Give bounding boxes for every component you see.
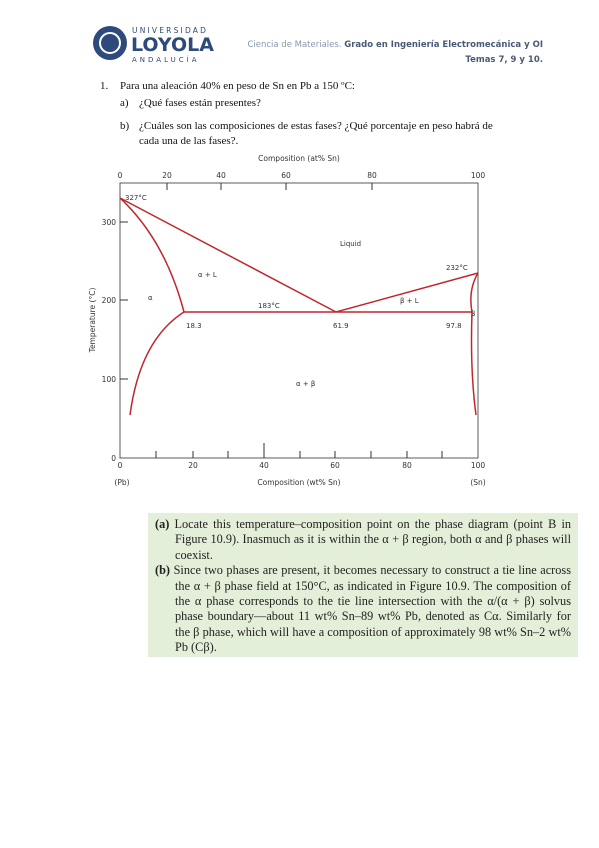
item-text: cada una de las fases?. xyxy=(139,135,239,147)
label: 18.3 xyxy=(186,322,202,330)
logo-emblem-ring xyxy=(99,32,121,54)
label: α + β xyxy=(296,380,315,388)
bottom-tick-label: 60 xyxy=(330,461,340,470)
solution-box: (a) Locate this temperature–composition … xyxy=(148,513,578,657)
top-tick-label: 60 xyxy=(281,171,291,180)
bottom-tick-label: 0 xyxy=(118,461,123,470)
solvus-beta xyxy=(470,272,479,416)
label: 232°C xyxy=(446,264,468,272)
logo-bottom: ANDALUCÍA xyxy=(132,55,200,64)
label: β + L xyxy=(400,297,419,305)
label: β xyxy=(471,310,475,318)
plot-frame xyxy=(119,182,479,459)
bottom-tick-label: 100 xyxy=(471,461,486,470)
bottom-tick-label: 40 xyxy=(259,461,269,470)
course: Ciencia de Materiales. xyxy=(247,40,342,50)
item-text: ¿Qué fases están presentes? xyxy=(139,97,261,109)
bottom-tick-label: 80 xyxy=(402,461,412,470)
y-tick-label: 200 xyxy=(102,296,117,305)
logo-emblem xyxy=(93,26,127,60)
y-tick-label: 300 xyxy=(102,218,117,227)
logo-main: LOYOLA xyxy=(131,34,214,56)
label: 61.9 xyxy=(333,322,349,330)
right-end-label: (Sn) xyxy=(470,478,485,487)
label: 97.8 xyxy=(446,322,462,330)
label: Liquid xyxy=(340,240,361,248)
solution-b: (b) Since two phases are present, it bec… xyxy=(155,563,571,655)
top-tick-label: 80 xyxy=(367,171,377,180)
y-tick-label: 0 xyxy=(111,454,116,463)
solution-text: Locate this temperature–composition poin… xyxy=(174,517,572,562)
bottom-tick-label: 20 xyxy=(188,461,198,470)
left-end-label: (Pb) xyxy=(114,478,129,487)
bottom-axis-label: Composition (wt% Sn) xyxy=(257,478,340,487)
logo-top: UNIVERSIDAD xyxy=(132,26,208,35)
solution-a: (a) Locate this temperature–composition … xyxy=(155,517,571,563)
solvus-alpha xyxy=(129,311,185,416)
question-number: 1. xyxy=(100,80,109,92)
label: α xyxy=(148,294,153,302)
top-tick-label: 20 xyxy=(162,171,172,180)
top-tick-label: 100 xyxy=(471,171,486,180)
question-text: Para una aleación 40% en peso de Sn en P… xyxy=(120,80,355,92)
top-axis-label: Composition (at% Sn) xyxy=(258,154,340,163)
y-tick-label: 100 xyxy=(102,375,117,384)
y-axis-label: Temperature (°C) xyxy=(88,288,97,354)
solution-label: (a) xyxy=(155,517,170,531)
ticks xyxy=(120,183,443,458)
header-text: Ciencia de Materiales. Grado en Ingenier… xyxy=(247,38,543,68)
logo: UNIVERSIDAD LOYOLA ANDALUCÍA xyxy=(93,26,214,64)
phase-diagram: Composition (at% Sn) 0 20 40 60 80 100 0… xyxy=(88,154,486,487)
solution-text: Since two phases are present, it becomes… xyxy=(173,563,571,655)
item-label: a) xyxy=(120,97,129,109)
item-label: b) xyxy=(120,120,130,132)
item-text: ¿Cuáles son las composiciones de estas f… xyxy=(139,120,493,132)
phase-boundaries xyxy=(119,197,479,416)
label: 183°C xyxy=(258,302,280,310)
label: 327°C xyxy=(125,194,147,202)
degree: Grado en Ingeniería Electromecánica y OI xyxy=(344,40,543,50)
top-tick-label: 0 xyxy=(118,171,123,180)
liquidus xyxy=(119,197,479,313)
top-tick-label: 40 xyxy=(216,171,226,180)
topics: Temas 7, 9 y 10. xyxy=(465,55,543,65)
solution-label: (b) xyxy=(155,563,171,578)
label: α + L xyxy=(198,271,217,279)
solidus xyxy=(119,197,185,313)
